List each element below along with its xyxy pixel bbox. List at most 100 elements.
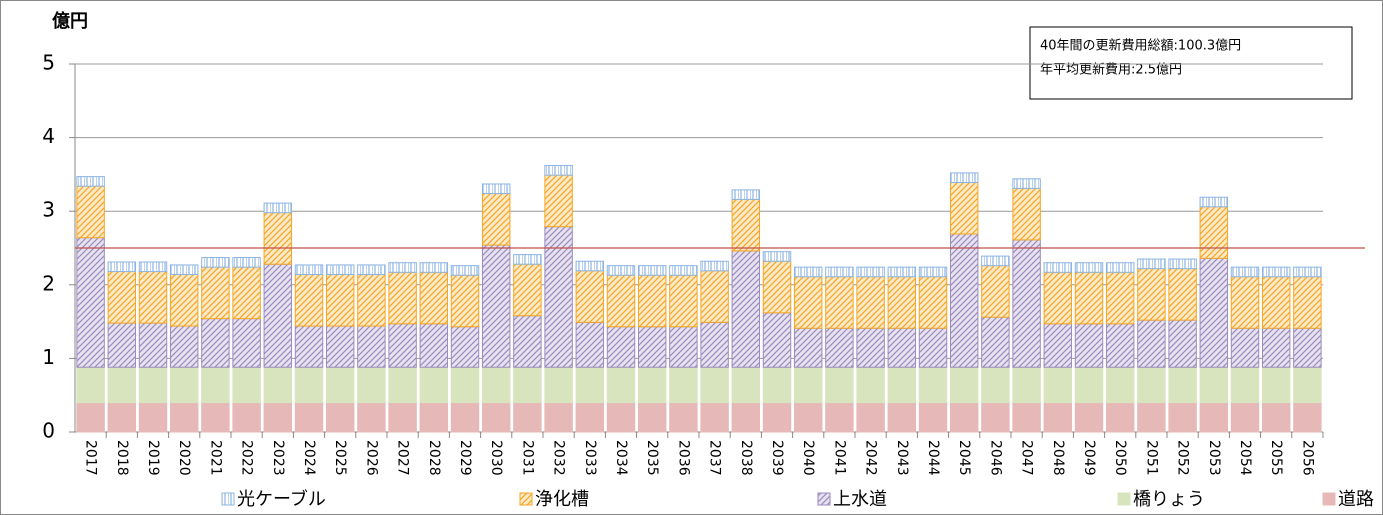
bar-segment [918, 402, 948, 433]
x-tick-label: 2028 [426, 440, 442, 476]
bar-segment [606, 366, 636, 404]
bar-segment [1105, 323, 1135, 368]
bar-segment [138, 366, 168, 404]
bar-segment [201, 402, 230, 433]
y-tick-label: 3 [42, 198, 55, 222]
bar-segment [1168, 319, 1197, 368]
bar-segment [1199, 196, 1229, 208]
bar-segment [1230, 327, 1260, 368]
bar-segment [294, 264, 324, 275]
annotation: 40年間の更新費用総額:100.3億円 [1040, 38, 1241, 54]
bar-segment [981, 255, 1010, 267]
bar-segment [637, 265, 667, 276]
bar-segment [481, 366, 511, 404]
bar-segment [1168, 258, 1197, 270]
bar-segment [700, 270, 729, 323]
bar-segment [325, 273, 355, 327]
bar-segment [263, 263, 293, 368]
bar-segment [138, 402, 168, 433]
x-tick-label: 2033 [582, 440, 598, 476]
bar-segment [357, 402, 386, 433]
x-tick-label: 2029 [457, 440, 473, 476]
x-tick-label: 2039 [769, 440, 785, 476]
bar-segment [1105, 271, 1135, 325]
x-tick-label: 2035 [644, 440, 660, 476]
bar-segment [481, 402, 511, 433]
bar-segment [637, 274, 667, 328]
bar-segment [825, 276, 854, 329]
x-tick-label: 2027 [395, 440, 411, 476]
bar-segment [419, 271, 449, 325]
bar-segment [1105, 366, 1135, 404]
x-tick-label: 2042 [863, 440, 879, 476]
bar-segment [481, 193, 511, 246]
bar-segment [294, 273, 324, 327]
bar-segment [1293, 402, 1322, 433]
bar-segment [606, 265, 636, 276]
y-tick-label: 5 [42, 51, 55, 75]
bar-segment [450, 402, 480, 433]
bar-segment [76, 176, 105, 187]
bar-segment [856, 402, 885, 433]
bar-segment [606, 326, 636, 368]
bar-segment [731, 366, 761, 404]
bar-segment [107, 261, 137, 273]
bar-segment [575, 270, 605, 323]
bar-segment [1074, 271, 1104, 325]
bar-segment [669, 326, 698, 368]
bar-segment [1293, 366, 1322, 404]
bar-segment [1293, 327, 1322, 368]
bar-segment [1199, 206, 1229, 259]
bar-segment [731, 189, 761, 200]
bar-segment [107, 322, 137, 368]
legend-swatch [1117, 492, 1131, 506]
bar-segment [637, 326, 667, 368]
bar-segment [1137, 268, 1166, 321]
bar-segment [949, 181, 979, 235]
bar-segment [201, 257, 230, 268]
bar-segment [731, 250, 761, 368]
bar-segment [294, 325, 324, 368]
bar-segment [887, 266, 917, 278]
x-tick-label: 2032 [551, 440, 567, 476]
bar-segment [1168, 366, 1197, 404]
legend-label: 道路 [1338, 489, 1374, 510]
bar-segment [388, 366, 417, 404]
bar-segment [1199, 402, 1229, 433]
bar-segment [107, 366, 137, 404]
y-tick-label: 2 [42, 271, 55, 295]
bar-segment [669, 402, 698, 433]
bar-segment [825, 402, 854, 433]
bar-segment [1074, 262, 1104, 273]
bar-segment [1043, 271, 1073, 325]
bar-segment [606, 274, 636, 328]
bar-segment [793, 327, 823, 368]
bar-segment [263, 366, 293, 404]
bar-segment [232, 366, 261, 404]
bar-segment [887, 366, 917, 404]
bar-segment [544, 226, 573, 368]
bar-segment [762, 260, 792, 314]
legend-label: 上水道 [833, 489, 887, 510]
bar-segment [544, 165, 573, 176]
bar-segment [513, 315, 542, 368]
x-tick-label: 2018 [114, 440, 130, 476]
bar-segment [1012, 239, 1041, 368]
bar-segment [232, 266, 261, 320]
bar-segment [1293, 266, 1322, 278]
bar-segment [793, 402, 823, 433]
y-unit-label: 億円 [52, 10, 88, 32]
bar-segment [856, 327, 885, 368]
annotation: 年平均更新費用:2.5億円 [1040, 62, 1182, 78]
bar-segment [856, 276, 885, 329]
bar-segment [513, 366, 542, 404]
bar-segment [1293, 276, 1322, 329]
x-tick-label: 2026 [363, 440, 379, 476]
x-tick-label: 2019 [145, 440, 161, 476]
legend-label: 橋りょう [1133, 489, 1205, 510]
bar-segment [949, 233, 979, 368]
bar-segment [388, 271, 417, 325]
bar-segment [575, 321, 605, 368]
bar-segment [294, 402, 324, 433]
